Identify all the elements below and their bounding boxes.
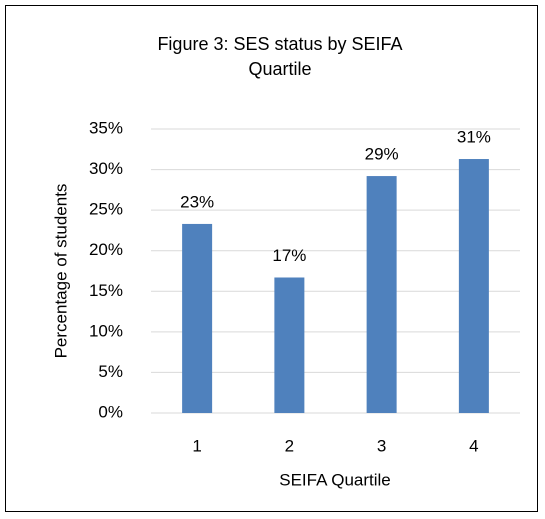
y-tick-label: 10% bbox=[89, 321, 123, 340]
y-axis-title: Percentage of students bbox=[51, 184, 70, 359]
x-tick-label: 3 bbox=[377, 436, 386, 455]
bar bbox=[458, 159, 489, 413]
bar bbox=[182, 223, 213, 413]
y-tick-label: 25% bbox=[89, 200, 123, 219]
x-tick-label: 2 bbox=[285, 436, 294, 455]
chart-frame bbox=[5, 5, 538, 512]
data-label: 29% bbox=[365, 145, 399, 164]
x-axis-title: SEIFA Quartile bbox=[279, 470, 391, 489]
bar bbox=[274, 277, 305, 413]
x-tick-label: 4 bbox=[469, 436, 478, 455]
y-tick-label: 30% bbox=[89, 159, 123, 178]
y-tick-label: 35% bbox=[89, 118, 123, 137]
y-tick-label: 15% bbox=[89, 281, 123, 300]
chart-title: Figure 3: SES status by SEIFA Quartile bbox=[157, 34, 403, 79]
y-tick-label: 0% bbox=[98, 402, 123, 421]
y-tick-label: 5% bbox=[98, 362, 123, 381]
x-tick-label: 1 bbox=[192, 436, 201, 455]
data-label: 23% bbox=[180, 192, 214, 211]
data-label: 31% bbox=[457, 128, 491, 147]
y-tick-label: 20% bbox=[89, 240, 123, 259]
bar bbox=[366, 176, 397, 413]
data-label: 17% bbox=[272, 246, 306, 265]
